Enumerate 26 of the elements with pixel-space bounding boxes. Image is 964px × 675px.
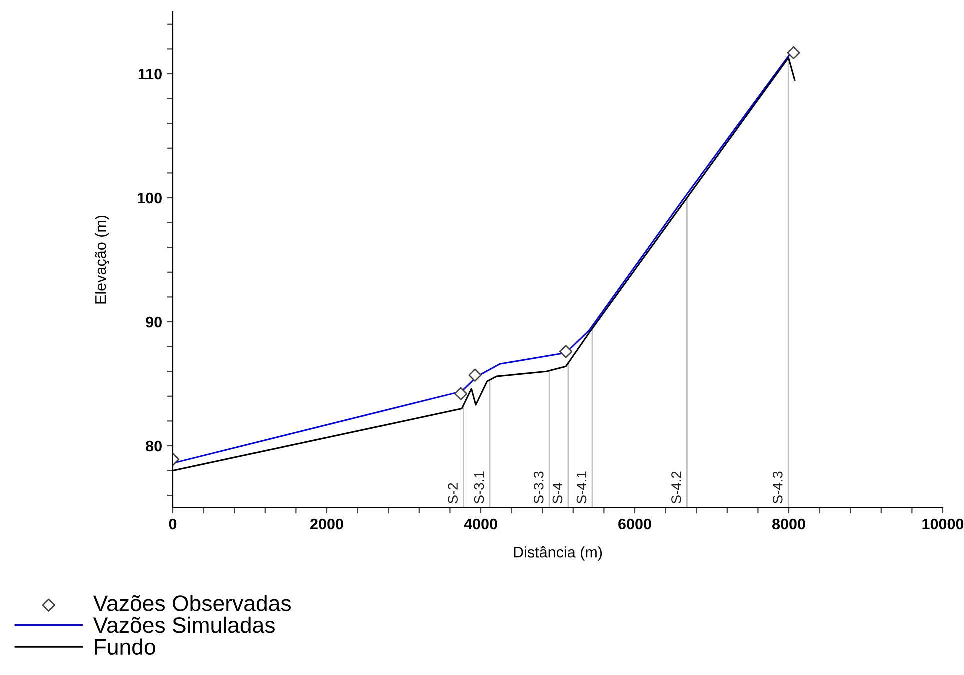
ref-line-label: S-4 (552, 483, 563, 504)
point (468, 368, 482, 382)
x-tick-label: 10000 (922, 518, 964, 530)
point (454, 387, 468, 401)
y-tick-label: 90 (146, 316, 162, 328)
ref-line-label: S-4.3 (772, 472, 783, 504)
ref-line-label: S-3.1 (474, 472, 484, 504)
x-tick-label: 8000 (772, 518, 806, 530)
point (787, 46, 800, 60)
ref-line-label: S-4.1 (576, 472, 587, 504)
ref-line-label: S-2 (448, 483, 458, 504)
x-tick-label: 2000 (310, 518, 344, 530)
y-tick-label: 100 (138, 192, 162, 204)
legend-label: Vazões Simuladas (93, 616, 275, 634)
ref-line-label: S-4.2 (672, 472, 682, 504)
x-axis-title: Distância (m) (514, 546, 602, 561)
legend-label: Vazões Observadas (93, 595, 291, 612)
y-tick-label: 110 (138, 68, 162, 80)
x-tick-label: 4000 (464, 518, 498, 530)
y-tick-label: 80 (146, 440, 162, 452)
point (559, 345, 573, 358)
y-axis-title: Elevação (m) (95, 216, 110, 304)
legend-label: Fundo (95, 638, 156, 656)
ref-line-label: S-3.3 (534, 472, 544, 504)
x-tick-label: 0 (169, 518, 177, 530)
x-tick-label: 6000 (618, 518, 652, 530)
